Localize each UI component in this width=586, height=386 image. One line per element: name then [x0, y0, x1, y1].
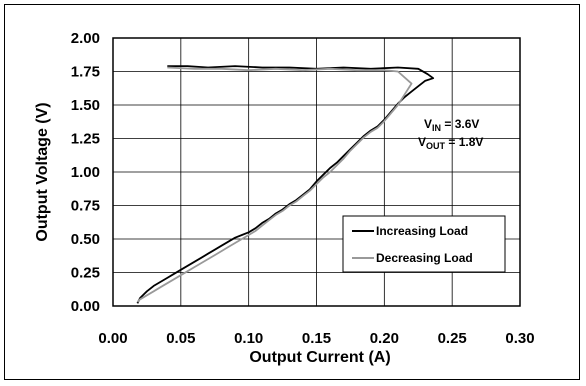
y-tick-label: 0.25: [71, 265, 100, 282]
legend-box: [342, 215, 506, 273]
y-tick-label: 0.75: [71, 198, 100, 215]
vin-value: = 3.6V: [441, 117, 479, 131]
svg-text:VOUT = 1.8V: VOUT = 1.8V: [418, 135, 483, 151]
y-tick-label: 1.25: [71, 131, 100, 148]
x-axis-ticks: 0.00 0.05 0.10 0.15 0.20 0.25 0.30: [98, 330, 534, 347]
x-tick-label: 0.25: [438, 330, 467, 347]
y-tick-label: 0.00: [71, 298, 100, 315]
vout-value: = 1.8V: [445, 135, 483, 149]
y-tick-label: 1.00: [71, 164, 100, 181]
vout-sub: OUT: [426, 141, 446, 151]
plot-area: [112, 37, 521, 307]
series-layer: [136, 65, 435, 304]
vout-prefix: V: [418, 135, 426, 149]
x-tick-label: 0.15: [302, 330, 331, 347]
vin-annotation: VIN = 3.6V: [424, 117, 479, 133]
legend-label-increasing: Increasing Load: [376, 224, 468, 238]
y-tick-label: 2.00: [71, 30, 100, 47]
series-increasing-load: [136, 65, 435, 304]
chart-frame: [4, 4, 580, 380]
y-axis-title: Output Voltage (V): [34, 102, 51, 241]
y-tick-label: 1.50: [71, 97, 100, 114]
y-axis-ticks: 0.00 0.25 0.50 0.75 1.00 1.25 1.50 1.75 2.00: [71, 30, 100, 315]
x-tick-label: 0.20: [370, 330, 399, 347]
vin-prefix: V: [424, 117, 432, 131]
x-tick-label: 0.30: [505, 330, 534, 347]
vin-sub: IN: [432, 123, 441, 133]
y-tick-label: 0.50: [71, 231, 100, 248]
vout-annotation: VOUT = 1.8V: [418, 135, 483, 151]
x-tick-label: 0.00: [98, 330, 127, 347]
series-decreasing-load: [136, 66, 413, 303]
y-tick-label: 1.75: [71, 64, 100, 81]
x-axis-title: Output Current (A): [249, 349, 390, 366]
legend: Increasing Load Decreasing Load: [342, 215, 506, 273]
legend-label-decreasing: Decreasing Load: [376, 251, 473, 265]
x-tick-label: 0.10: [234, 330, 263, 347]
svg-text:VIN = 3.6V: VIN = 3.6V: [424, 117, 479, 133]
x-tick-label: 0.05: [166, 330, 195, 347]
